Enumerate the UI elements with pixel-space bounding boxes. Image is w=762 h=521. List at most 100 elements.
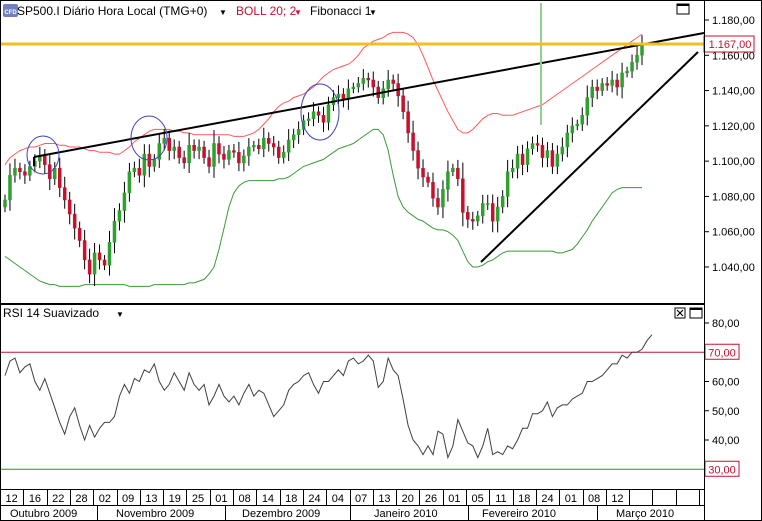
candle-body [426,176,430,183]
date-tick-label: 01 [448,493,460,505]
candlestick [406,100,410,143]
candlestick [356,76,361,93]
candle-body [97,252,102,261]
month-label: Janeiro 2010 [374,508,438,520]
candlestick [575,119,580,131]
candlestick [222,146,226,169]
candle-body [585,97,590,116]
candle-body [555,153,560,167]
maximize-rsi-icon[interactable] [689,307,703,319]
candlestick [112,208,117,254]
candle-body [187,145,191,164]
candlestick [182,150,186,169]
fibonacci-dropdown-icon[interactable]: ▼ [369,8,377,17]
candlestick [421,159,425,187]
month-label: Março 2010 [616,508,674,520]
candle-body [252,145,256,148]
candlestick [247,138,251,166]
candlestick [142,144,147,188]
rsi-tick-label: 50,00 [712,406,740,418]
rsi-dropdown-icon[interactable]: ▼ [116,310,124,319]
month-label: Dezembro 2009 [242,508,320,520]
candlestick [117,203,122,231]
candlestick [321,106,326,132]
candlestick [401,88,405,120]
date-tick-label: 01 [565,493,577,505]
candlestick [471,211,475,230]
fibonacci-label[interactable]: Fibonacci 1 [310,4,372,18]
candlestick [481,194,485,224]
candle-body [456,167,460,180]
bollinger-dropdown-icon[interactable]: ▼ [294,8,302,17]
candlestick [316,106,321,123]
date-tick-label: 16 [29,493,41,505]
symbol-dropdown-icon[interactable]: ▼ [219,8,227,17]
candle-body [202,146,206,158]
highlight-circle[interactable] [130,115,168,161]
candle-body [600,83,604,91]
rsi-label[interactable]: RSI 14 Suavizado [3,306,99,320]
candlestick [62,176,67,209]
highlight-circle[interactable] [300,83,340,141]
date-tick-label: 11 [495,493,506,505]
candlestick [431,172,435,207]
close-rsi-icon[interactable] [674,307,686,319]
candle-body [535,143,540,146]
candle-body [92,252,97,275]
candlestick [485,194,490,211]
candle-body [476,215,480,222]
candlestick [530,136,535,155]
candlesticks [3,35,644,287]
candlestick [77,221,82,248]
candlestick [366,72,371,88]
candlestick [97,244,102,270]
maximize-main-icon[interactable] [676,3,690,15]
candlestick [207,149,211,174]
candle-body [77,227,82,241]
candlestick [535,134,540,152]
price-axis-ticks: 1.040,00 1.060,00 1.080,00 1.100,00 1.120,00… [704,15,755,274]
price-tick-label: 1.120,00 [712,121,755,133]
candlestick [495,196,500,233]
symbol-label[interactable]: SP500.I Diário Hora Local (TMG+0) [17,4,207,18]
candlestick [306,112,311,127]
candlestick [476,210,480,226]
candle-body [545,150,550,158]
candlestick [252,140,256,152]
candle-body [43,155,47,165]
candlestick [456,159,460,187]
candlestick [580,107,585,131]
candle-body [127,171,132,194]
candlestick [237,141,241,172]
candle-body [366,77,371,81]
candlestick [227,144,231,166]
bollinger-label[interactable]: BOLL 20; 2 [236,4,297,18]
candle-body [72,213,77,229]
date-tick-label: 19 [169,493,181,505]
candle-body [152,159,157,167]
candlestick [197,139,201,160]
candlestick [545,142,550,168]
candlestick [122,181,127,223]
candle-body [192,145,196,151]
support-trendline[interactable] [480,51,699,263]
candle-body [580,115,585,125]
candle-body [540,145,545,158]
candle-body [451,167,455,172]
resistance-trendline[interactable] [33,32,705,158]
date-tick-label: 26 [425,493,437,505]
candle-body [406,111,410,134]
candle-body [212,143,216,167]
highlight-circle[interactable] [26,135,60,175]
candle-body [316,111,321,116]
candle-body [162,137,166,144]
chart-header: CFD SP500.I Diário Hora Local (TMG+0) ▼ … [3,4,377,18]
candle-body [510,167,515,172]
candle-body [416,150,420,169]
candlestick [167,130,171,161]
candle-body [481,203,485,217]
candlestick [371,71,376,97]
candle-body [505,171,510,197]
cfd-logo [3,4,18,17]
